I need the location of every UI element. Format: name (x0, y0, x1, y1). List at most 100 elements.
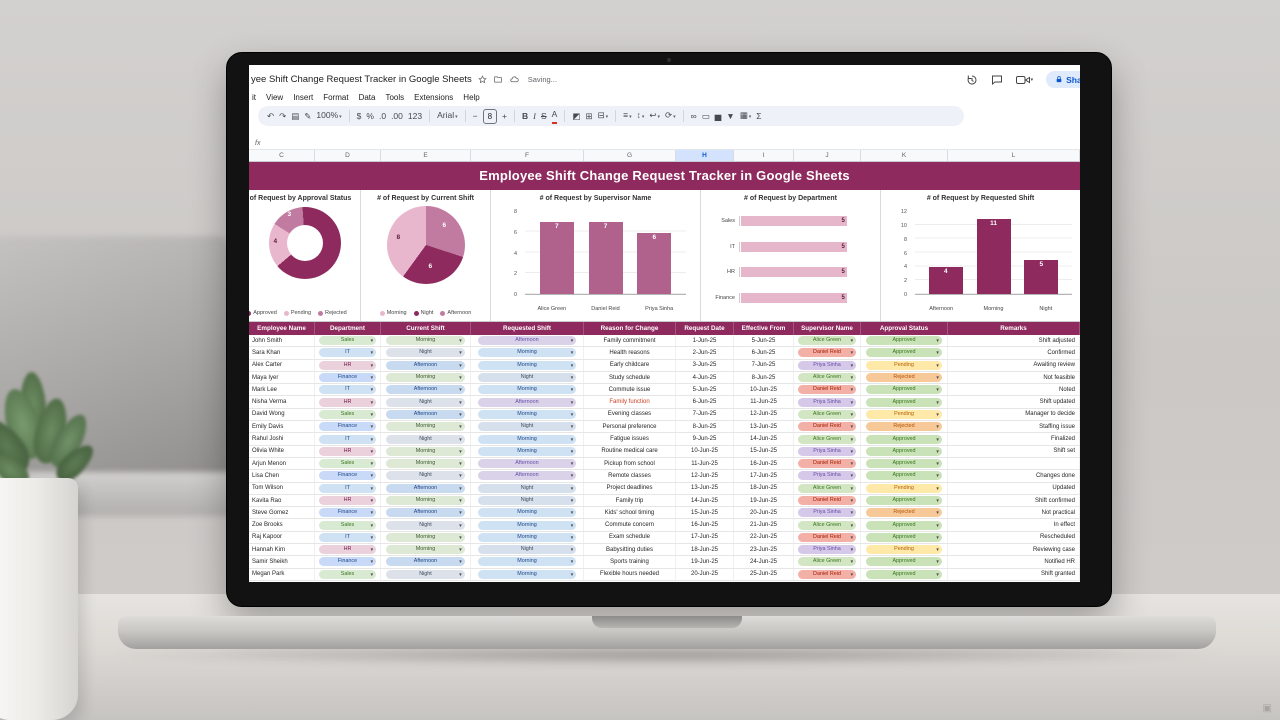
status-dropdown-chip[interactable]: Approved ▼ (866, 446, 942, 456)
reason-cell[interactable]: Routine medical care (584, 445, 676, 457)
column-header-G[interactable]: G (584, 150, 676, 161)
functions-icon[interactable]: Σ (756, 111, 762, 121)
dept-dropdown-chip[interactable]: IT ▼ (318, 434, 377, 444)
supervisor-dropdown-chip[interactable]: Alice Green ▼ (797, 520, 857, 530)
insert-chart-icon[interactable]: ▅ (714, 111, 722, 121)
requested-cell[interactable]: Afternoon ▼ (471, 470, 584, 482)
column-header-J[interactable]: J (794, 150, 861, 161)
dept-cell[interactable]: IT ▼ (315, 384, 381, 396)
supervisor-dropdown-chip[interactable]: Alice Green ▼ (797, 557, 857, 567)
request-date-cell[interactable]: 15-Jun-25 (676, 507, 734, 519)
status-cell[interactable]: Rejected ▼ (861, 371, 948, 384)
supervisor-dropdown-chip[interactable]: Daniel Reid ▼ (797, 459, 857, 469)
reason-cell[interactable]: Remote classes (584, 470, 676, 482)
current-dropdown-chip[interactable]: Morning ▼ (386, 446, 465, 456)
remarks-cell[interactable]: Notified HR (948, 556, 1080, 568)
supervisor-cell[interactable]: Daniel Reid ▼ (794, 531, 861, 544)
requested-cell[interactable]: Morning ▼ (471, 507, 584, 519)
remarks-cell[interactable]: Manager to decide (948, 408, 1080, 421)
employee-name-cell[interactable]: Kavita Rao (249, 494, 315, 507)
vertical-align-icon[interactable]: ↕▾ (636, 110, 645, 120)
employee-name-cell[interactable]: Steve Gomez (249, 507, 315, 519)
dept-cell[interactable]: IT ▼ (315, 482, 381, 494)
employee-name-cell[interactable]: Mark Lee (249, 384, 315, 396)
reason-cell[interactable]: Commute concern (584, 519, 676, 531)
current-dropdown-chip[interactable]: Morning ▼ (386, 532, 465, 542)
column-header-L[interactable]: L (948, 150, 1080, 161)
status-dropdown-chip[interactable]: Approved ▼ (866, 348, 942, 358)
status-cell[interactable]: Approved ▼ (861, 568, 948, 580)
effective-from-cell[interactable]: 6-Jun-25 (734, 347, 794, 359)
current-cell[interactable]: Morning ▼ (381, 371, 471, 384)
request-date-cell[interactable]: 2-Jun-25 (676, 347, 734, 359)
menu-extensions[interactable]: Extensions (414, 92, 454, 102)
current-dropdown-chip[interactable]: Morning ▼ (386, 422, 465, 432)
supervisor-cell[interactable]: Daniel Reid ▼ (794, 384, 861, 396)
borders-icon[interactable]: ⊞ (585, 111, 593, 121)
bold-icon[interactable]: B (522, 111, 529, 121)
font-select[interactable]: Arial▾ (437, 110, 458, 120)
menu-it[interactable]: it (252, 92, 256, 102)
requested-dropdown-chip[interactable]: Morning ▼ (477, 520, 577, 530)
current-dropdown-chip[interactable]: Morning ▼ (386, 373, 465, 383)
current-cell[interactable]: Afternoon ▼ (381, 556, 471, 568)
current-dropdown-chip[interactable]: Morning ▼ (386, 496, 465, 505)
reason-cell[interactable]: Family commitment (584, 335, 676, 347)
remarks-cell[interactable]: Awaiting review (948, 359, 1080, 371)
supervisor-cell[interactable]: Daniel Reid ▼ (794, 568, 861, 580)
more-formats-icon[interactable]: 123 (407, 111, 423, 121)
requested-dropdown-chip[interactable]: Morning ▼ (477, 385, 577, 395)
department-chart[interactable]: # of Request by Department Sales 5 IT 5 HR 5 F… (701, 190, 881, 321)
status-cell[interactable]: Pending ▼ (861, 408, 948, 421)
current-dropdown-chip[interactable]: Afternoon ▼ (386, 409, 465, 419)
status-dropdown-chip[interactable]: Approved ▼ (866, 397, 942, 407)
increase-font-icon[interactable]: + (502, 111, 507, 121)
effective-from-cell[interactable]: 15-Jun-25 (734, 445, 794, 457)
dept-dropdown-chip[interactable]: Sales ▼ (318, 569, 377, 579)
requested-cell[interactable]: Afternoon ▼ (471, 335, 584, 347)
fill-color-icon[interactable]: ◩ (572, 111, 581, 121)
current-cell[interactable]: Morning ▼ (381, 335, 471, 347)
current-cell[interactable]: Morning ▼ (381, 544, 471, 556)
current-dropdown-chip[interactable]: Morning ▼ (386, 459, 465, 469)
dept-dropdown-chip[interactable]: HR ▼ (318, 360, 377, 370)
employee-name-cell[interactable]: Hannah Kim (249, 544, 315, 556)
requested-cell[interactable]: Morning ▼ (471, 556, 584, 568)
supervisor-cell[interactable]: Daniel Reid ▼ (794, 457, 861, 470)
request-date-cell[interactable]: 16-Jun-25 (676, 519, 734, 531)
effective-from-cell[interactable]: 16-Jun-25 (734, 457, 794, 470)
current-dropdown-chip[interactable]: Night ▼ (386, 471, 465, 481)
reason-cell[interactable]: Family trip (584, 494, 676, 507)
effective-from-cell[interactable]: 14-Jun-25 (734, 433, 794, 445)
dept-cell[interactable]: HR ▼ (315, 396, 381, 408)
employee-name-cell[interactable]: John Smith (249, 335, 315, 347)
supervisor-cell[interactable]: Alice Green ▼ (794, 335, 861, 347)
remarks-cell[interactable]: Confirmed (948, 347, 1080, 359)
status-cell[interactable]: Approved ▼ (861, 347, 948, 359)
dept-cell[interactable]: Sales ▼ (315, 457, 381, 470)
status-cell[interactable]: Approved ▼ (861, 384, 948, 396)
reason-cell[interactable]: Family function (584, 396, 676, 408)
requested-dropdown-chip[interactable]: Morning ▼ (477, 557, 577, 567)
requested-dropdown-chip[interactable]: Night ▼ (477, 496, 577, 505)
dept-dropdown-chip[interactable]: IT ▼ (318, 483, 377, 493)
current-dropdown-chip[interactable]: Afternoon ▼ (386, 508, 465, 518)
requested-dropdown-chip[interactable]: Morning ▼ (477, 569, 577, 579)
effective-from-cell[interactable]: 10-Jun-25 (734, 384, 794, 396)
request-date-cell[interactable]: 4-Jun-25 (676, 371, 734, 384)
remarks-cell[interactable]: Shift adjusted (948, 335, 1080, 347)
current-cell[interactable]: Afternoon ▼ (381, 359, 471, 371)
text-wrap-icon[interactable]: ↩▾ (649, 110, 661, 120)
employee-name-cell[interactable]: Lisa Chen (249, 470, 315, 482)
supervisor-dropdown-chip[interactable]: Daniel Reid ▼ (797, 348, 857, 358)
requested-dropdown-chip[interactable]: Morning ▼ (477, 409, 577, 419)
status-cell[interactable]: Approved ▼ (861, 470, 948, 482)
effective-from-cell[interactable]: 7-Jun-25 (734, 359, 794, 371)
reason-cell[interactable]: Kids' school timing (584, 507, 676, 519)
column-header-C[interactable]: C (249, 150, 315, 161)
requested-cell[interactable]: Night ▼ (471, 371, 584, 384)
current-cell[interactable]: Afternoon ▼ (381, 507, 471, 519)
effective-from-cell[interactable]: 22-Jun-25 (734, 531, 794, 544)
current-dropdown-chip[interactable]: Night ▼ (386, 434, 465, 444)
effective-from-cell[interactable]: 12-Jun-25 (734, 408, 794, 421)
